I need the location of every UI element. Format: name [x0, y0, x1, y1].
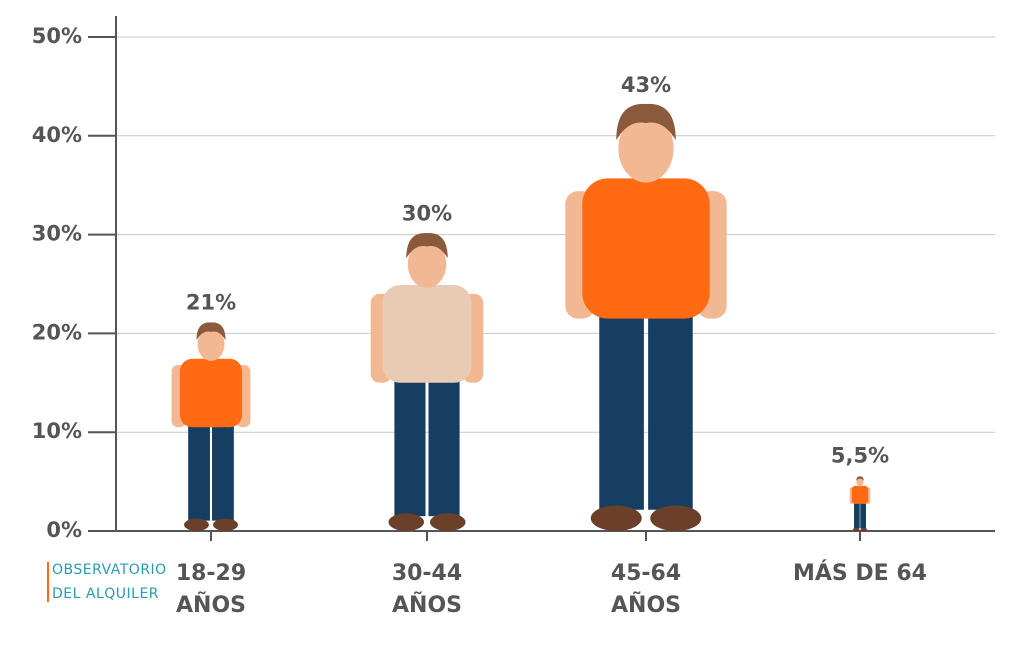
head: [618, 114, 674, 183]
torso: [582, 178, 710, 319]
leg: [212, 418, 234, 521]
shoe: [388, 513, 425, 531]
y-tick-label: 40%: [32, 123, 82, 147]
leg: [860, 501, 866, 529]
x-tick-label: 30-44: [392, 561, 462, 586]
x-tick-label: MÁS DE 64: [793, 560, 927, 586]
source-line: DEL ALQUILER: [52, 586, 159, 602]
head: [407, 240, 447, 288]
head: [197, 327, 225, 361]
leg: [394, 370, 426, 517]
value-label: 5,5%: [831, 444, 889, 468]
person: [565, 103, 727, 531]
shoe: [590, 505, 642, 531]
leg: [854, 501, 860, 529]
value-label: 43%: [621, 73, 671, 97]
person: [370, 233, 484, 531]
head: [856, 477, 864, 487]
y-tick-label: 30%: [32, 222, 82, 246]
torso: [179, 358, 243, 428]
torso: [851, 485, 869, 504]
y-tick-label: 10%: [32, 419, 82, 443]
shoe: [650, 505, 702, 531]
value-label: 30%: [402, 202, 452, 226]
shoe: [860, 527, 868, 531]
leg: [428, 370, 460, 517]
x-tick-label: 45-64: [611, 561, 681, 586]
y-tick-label: 20%: [32, 320, 82, 344]
x-tick-label: AÑOS: [176, 592, 246, 618]
y-tick-label: 0%: [46, 518, 82, 542]
x-tick-label: AÑOS: [392, 592, 462, 618]
leg: [599, 301, 644, 510]
x-tick-label: 18-29: [176, 561, 246, 586]
hair: [856, 476, 864, 482]
shoe: [184, 518, 209, 531]
y-tick-label: 50%: [32, 24, 82, 48]
x-tick-label: AÑOS: [611, 592, 681, 618]
value-label: 21%: [186, 291, 236, 315]
person: [849, 476, 871, 531]
torso: [382, 284, 472, 383]
shoe: [852, 527, 860, 531]
leg: [648, 301, 693, 510]
shoe: [213, 518, 238, 531]
hair: [616, 103, 676, 141]
person: [171, 322, 251, 531]
shoe: [429, 513, 466, 531]
leg: [188, 418, 210, 521]
source-line: OBSERVATORIO: [52, 562, 167, 578]
hair: [196, 322, 226, 341]
hair: [406, 233, 448, 259]
